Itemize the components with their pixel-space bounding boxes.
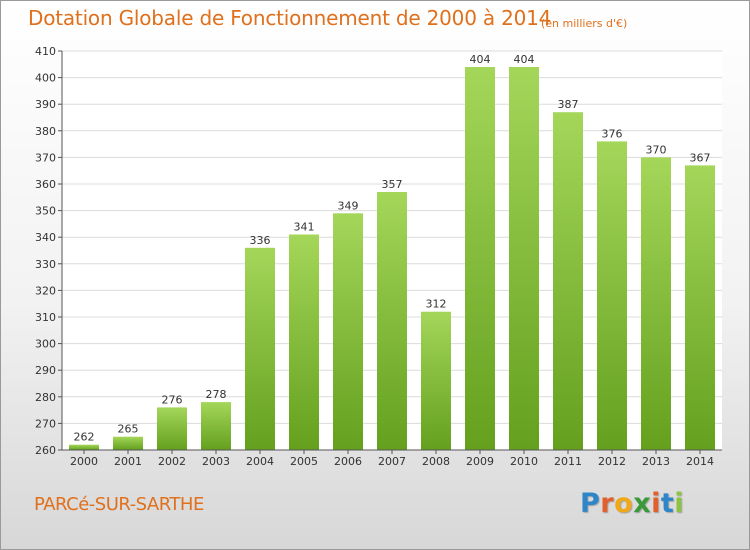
bar — [113, 436, 143, 450]
data-label: 349 — [338, 199, 359, 212]
bar — [597, 141, 627, 450]
data-label: 376 — [602, 127, 623, 140]
x-tick-label: 2003 — [202, 455, 230, 468]
data-label: 278 — [206, 388, 227, 401]
data-label: 357 — [382, 178, 403, 191]
y-tick-label: 370 — [35, 151, 56, 164]
bar — [377, 192, 407, 450]
bar — [509, 67, 539, 450]
data-label: 265 — [118, 423, 139, 436]
x-tick-label: 2005 — [290, 455, 318, 468]
y-tick-label: 320 — [35, 284, 56, 297]
x-tick-label: 2010 — [510, 455, 538, 468]
bar — [421, 311, 451, 450]
x-tick-label: 2008 — [422, 455, 450, 468]
bar — [157, 407, 187, 450]
y-tick-label: 360 — [35, 178, 56, 191]
bar — [685, 165, 715, 450]
y-tick-label: 290 — [35, 364, 56, 377]
data-label: 276 — [162, 393, 183, 406]
logo-letter: o — [614, 488, 634, 519]
bar — [289, 234, 319, 450]
data-label: 370 — [646, 143, 667, 156]
x-tick-label: 2009 — [466, 455, 494, 468]
x-tick-label: 2013 — [642, 455, 670, 468]
data-label: 341 — [294, 221, 315, 234]
bar — [245, 247, 275, 450]
bar — [201, 402, 231, 450]
logo-letter: i — [651, 488, 661, 519]
y-tick-label: 400 — [35, 72, 56, 85]
logo-letter: r — [600, 488, 615, 519]
data-label: 387 — [558, 98, 579, 111]
x-tick-label: 2006 — [334, 455, 362, 468]
y-tick-label: 310 — [35, 311, 56, 324]
y-tick-label: 280 — [35, 391, 56, 404]
data-label: 404 — [470, 53, 491, 66]
data-label: 404 — [514, 53, 535, 66]
bar — [69, 444, 99, 450]
logo-letter: t — [660, 488, 675, 519]
x-tick-label: 2001 — [114, 455, 142, 468]
data-label: 367 — [690, 151, 711, 164]
logo-letter: P — [580, 488, 601, 519]
proxiti-logo[interactable]: Proxiti — [580, 488, 684, 519]
commune-name: PARCé-SUR-SARTHE — [34, 494, 204, 515]
x-tick-label: 2007 — [378, 455, 406, 468]
x-tick-label: 2012 — [598, 455, 626, 468]
data-label: 312 — [426, 298, 447, 311]
data-label: 262 — [74, 431, 95, 444]
x-tick-label: 2011 — [554, 455, 582, 468]
bar — [333, 213, 363, 450]
y-tick-label: 300 — [35, 338, 56, 351]
bar — [553, 112, 583, 450]
y-tick-label: 390 — [35, 98, 56, 111]
x-tick-label: 2002 — [158, 455, 186, 468]
unit-note: (en milliers d'€) — [541, 17, 628, 30]
logo-letter: x — [633, 488, 652, 519]
y-tick-label: 340 — [35, 231, 56, 244]
bar — [465, 67, 495, 450]
data-label: 336 — [250, 234, 271, 247]
logo-letter: i — [674, 488, 685, 519]
bar — [641, 157, 671, 450]
y-tick-label: 330 — [35, 258, 56, 271]
x-tick-label: 2014 — [686, 455, 714, 468]
y-tick-label: 350 — [35, 205, 56, 218]
y-tick-label: 380 — [35, 125, 56, 138]
y-tick-label: 410 — [35, 45, 56, 58]
x-tick-label: 2000 — [70, 455, 98, 468]
y-tick-label: 270 — [35, 417, 56, 430]
chart-title: Dotation Globale de Fonctionnement de 20… — [28, 6, 552, 30]
x-tick-label: 2004 — [246, 455, 274, 468]
y-tick-label: 260 — [35, 444, 56, 457]
